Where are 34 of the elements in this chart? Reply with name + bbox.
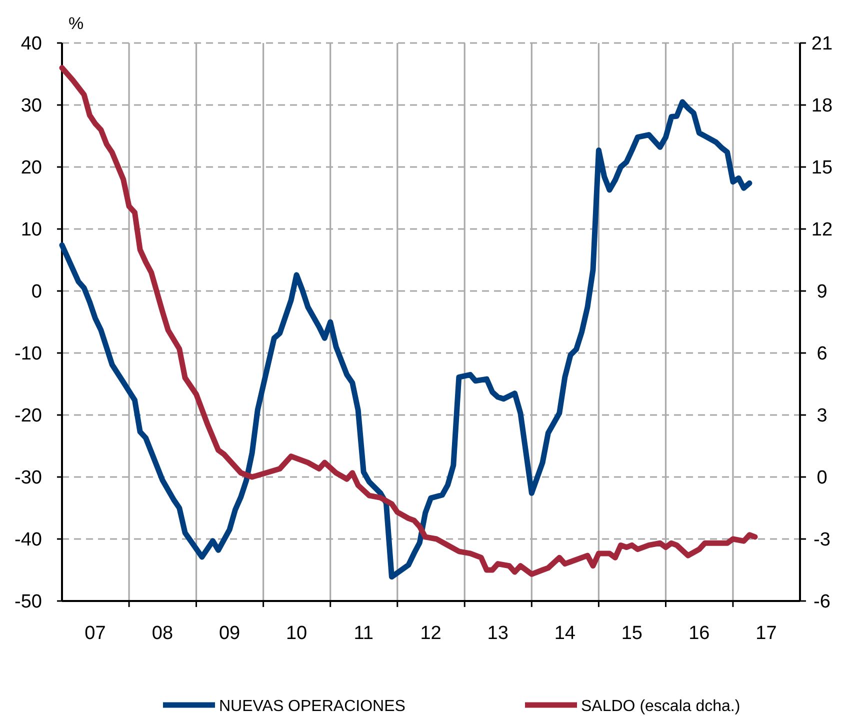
y2-tick-label: 21	[811, 34, 833, 55]
y2-tick-label: 0	[816, 468, 828, 489]
x-tick-label: 13	[487, 623, 508, 644]
y2-tick-label: 15	[811, 158, 833, 179]
x-tick-label: 14	[554, 623, 576, 644]
y2-tick-label: 6	[816, 344, 828, 365]
y-axis-title: %	[68, 14, 84, 33]
x-tick-label: 10	[286, 623, 308, 644]
y2-tick-label: 9	[816, 282, 828, 303]
y2-tick-label: -6	[814, 592, 830, 613]
x-tick-label: 15	[621, 623, 643, 644]
x-tick-label: 16	[688, 623, 710, 644]
y-tick-label: 30	[20, 96, 42, 117]
y-tick-label: -40	[14, 530, 42, 551]
y2-tick-label: 18	[811, 96, 833, 117]
legend-label: SALDO (escala dcha.)	[581, 698, 740, 715]
x-tick-label: 09	[218, 623, 240, 644]
x-tick-label: 08	[152, 623, 174, 644]
y-tick-label: -20	[14, 406, 42, 427]
y-tick-label: 40	[20, 34, 42, 55]
y-tick-label: 10	[20, 220, 42, 241]
legend-label: NUEVAS OPERACIONES	[219, 698, 406, 715]
y-tick-label: -30	[14, 468, 42, 489]
y2-tick-label: 12	[811, 220, 833, 241]
x-tick-label: 17	[756, 623, 777, 644]
x-tick-label: 07	[84, 623, 106, 644]
y2-tick-label: -3	[814, 530, 830, 551]
y-tick-label: -50	[14, 592, 42, 613]
y-tick-label: -10	[14, 344, 42, 365]
x-tick-label: 11	[354, 623, 374, 644]
x-tick-label: 12	[420, 623, 442, 644]
y-tick-label: 0	[31, 282, 42, 303]
y-tick-label: 20	[20, 158, 42, 179]
y2-tick-label: 3	[816, 406, 828, 427]
